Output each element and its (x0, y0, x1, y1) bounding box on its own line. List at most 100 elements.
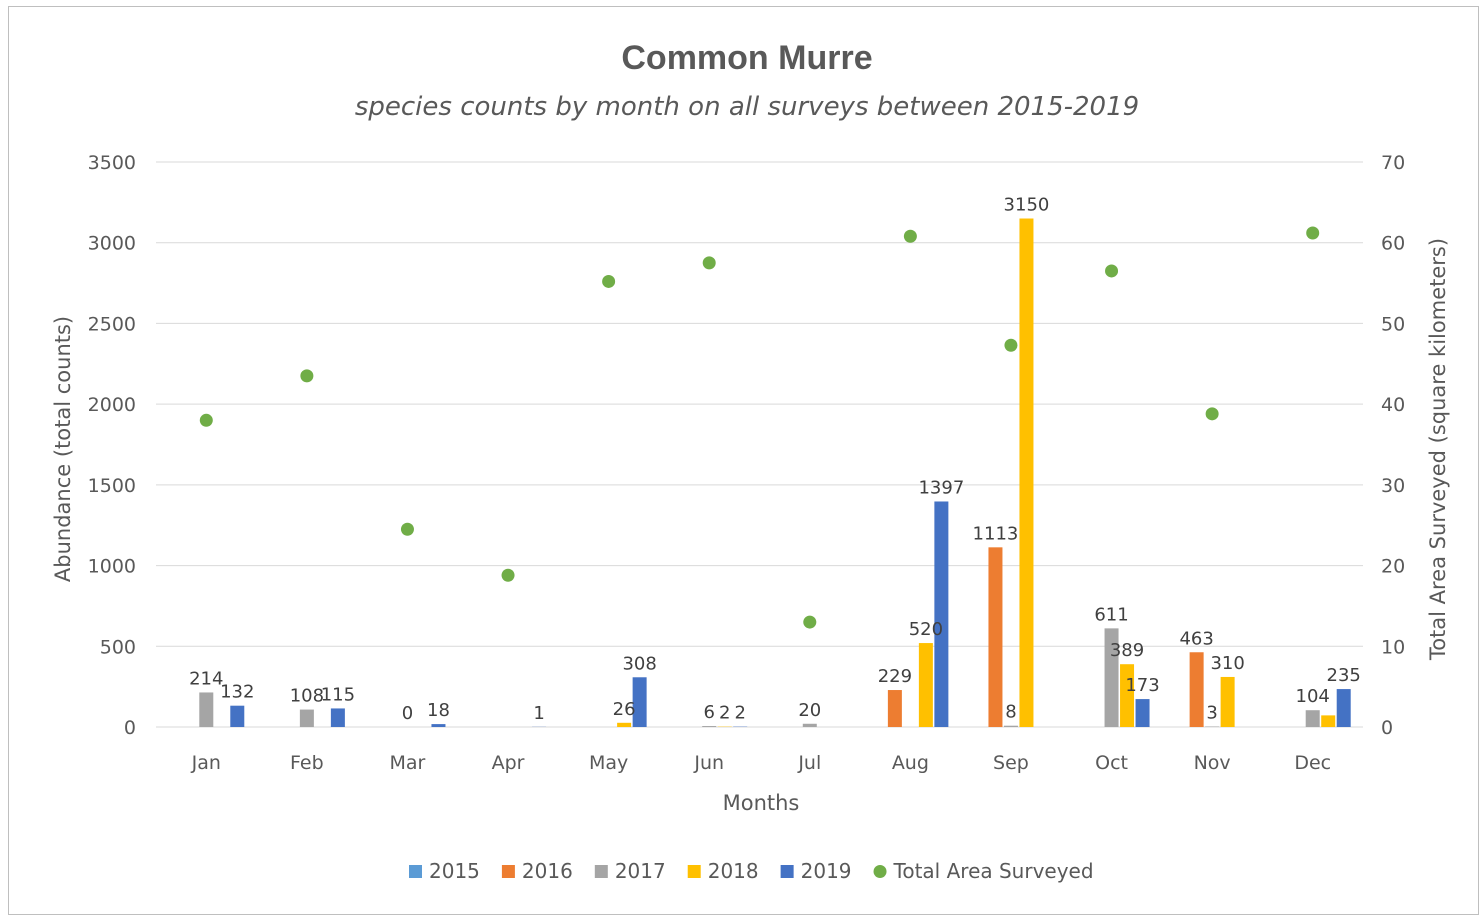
legend-swatch-2015 (409, 865, 422, 878)
y-tick-label: 2000 (88, 394, 136, 416)
legend-swatch-2017 (594, 865, 608, 878)
data-label: 520 (909, 619, 943, 640)
x-tick-label: Feb (290, 752, 324, 774)
bar-2017-Feb (299, 709, 314, 727)
point-layer (199, 226, 1320, 629)
data-label: 1 (533, 703, 544, 724)
bar-2017-Sep (1003, 725, 1018, 727)
data-label: 6 (703, 702, 714, 723)
bar-2018-Sep (1019, 218, 1034, 727)
data-label: 0 (402, 703, 413, 724)
data-label: 611 (1094, 604, 1128, 625)
y-tick-label: 1000 (88, 556, 136, 578)
data-label: 20 (798, 700, 821, 721)
y2-tick-label: 40 (1381, 394, 1405, 416)
legend-label: 2016 (522, 859, 573, 883)
area-surveyed-point-Sep (1004, 338, 1018, 352)
data-label: 389 (1110, 640, 1144, 661)
y2-tick-label: 70 (1381, 152, 1405, 174)
bar-2019-Oct (1135, 699, 1150, 727)
data-label: 132 (220, 682, 254, 703)
bar-2017-Oct (1104, 628, 1119, 727)
chart-frame: 229 1113 463 214 108 0 6 20 8 611 3 104 26 2 520 3150 38… (8, 6, 1479, 915)
data-label-layer: 229 1113 463 214 108 0 6 20 8 611 3 104 26 2 520 3150 38… (189, 195, 1361, 725)
x-tick-label: Jun (693, 752, 724, 774)
bar-layer (199, 218, 1351, 727)
axis-layer: 0500100015002000250030003500010203040506… (88, 152, 1406, 774)
legend-swatch-2018 (687, 865, 701, 878)
y-tick-label: 2500 (88, 313, 136, 335)
y2-tick-label: 60 (1381, 233, 1405, 255)
data-label: 3150 (1004, 195, 1050, 216)
legend-label: Total Area Surveyed (893, 859, 1094, 883)
x-tick-label: Aug (892, 752, 929, 774)
gridlines (156, 161, 1363, 728)
bar-2019-Aug (934, 501, 949, 727)
area-surveyed-point-Dec (1306, 226, 1320, 240)
legend-marker (873, 865, 887, 878)
data-label: 235 (1327, 665, 1361, 686)
area-surveyed-point-Jul (803, 615, 817, 629)
data-label: 1113 (973, 523, 1019, 544)
bar-2019-Feb (330, 708, 345, 727)
data-label: 2 (734, 703, 745, 724)
y-tick-label: 3000 (88, 233, 136, 255)
x-axis-title: Months (723, 791, 800, 815)
bar-2019-May (632, 677, 647, 727)
y-tick-label: 0 (124, 717, 136, 739)
data-label: 2 (719, 703, 730, 724)
data-label: 115 (321, 684, 355, 705)
data-label: 214 (189, 668, 223, 689)
data-label: 8 (1005, 702, 1016, 723)
bar-2019-Mar (431, 724, 446, 727)
y-tick-label: 500 (100, 636, 136, 658)
y2-tick-label: 0 (1381, 717, 1393, 739)
bar-2016-Sep (988, 547, 1003, 727)
area-surveyed-point-Mar (400, 522, 414, 536)
legend: 2015 2016 2017 2018 2019 Total Area Surveyed (409, 859, 1094, 883)
chart-title: Common Murre (621, 39, 872, 77)
area-surveyed-point-Nov (1205, 407, 1219, 421)
data-label: 18 (427, 700, 450, 721)
data-label: 1397 (918, 477, 964, 498)
bar-2018-Aug (918, 643, 933, 727)
y-axis-title: Abundance (total counts) (51, 316, 75, 582)
bar-2016-Aug (887, 690, 902, 727)
bar-2018-Dec (1321, 715, 1336, 727)
bar-2017-Jul (802, 723, 817, 727)
bar-2018-Nov (1220, 676, 1235, 727)
data-label: 3 (1206, 703, 1217, 724)
y2-axis-title: Total Area Surveyed (square kilometers) (1426, 238, 1450, 661)
bar-2019-Jan (230, 705, 245, 727)
x-tick-label: Mar (390, 752, 426, 774)
area-surveyed-point-Jan (199, 413, 213, 427)
data-label: 26 (613, 699, 636, 720)
legend-label: 2017 (615, 859, 666, 883)
area-surveyed-point-Aug (903, 229, 917, 243)
legend-label: 2018 (708, 859, 759, 883)
bar-2017-Jun (702, 726, 717, 727)
legend-swatch-2016 (501, 865, 515, 878)
data-label: 308 (622, 653, 656, 674)
data-label: 108 (290, 686, 324, 707)
data-label: 173 (1125, 675, 1159, 696)
data-label: 229 (878, 666, 912, 687)
y2-tick-label: 10 (1381, 636, 1405, 658)
area-surveyed-point-Jun (702, 256, 716, 270)
y-tick-label: 3500 (88, 152, 136, 174)
bar-2017-Jan (199, 692, 214, 727)
x-tick-label: May (589, 752, 628, 774)
data-label: 104 (1296, 686, 1330, 707)
legend-swatch-2019 (780, 865, 794, 878)
bar-2017-Dec (1305, 710, 1320, 727)
area-surveyed-point-Feb (300, 369, 314, 383)
chart-subtitle: species counts by month on all surveys b… (355, 92, 1139, 122)
bar-2018-May (617, 722, 632, 727)
y2-tick-label: 20 (1381, 556, 1405, 578)
area-surveyed-point-Apr (501, 568, 515, 582)
x-tick-label: Dec (1294, 752, 1331, 774)
x-tick-label: Sep (993, 752, 1029, 774)
y2-tick-label: 30 (1381, 475, 1405, 497)
bar-2016-Nov (1189, 652, 1204, 727)
